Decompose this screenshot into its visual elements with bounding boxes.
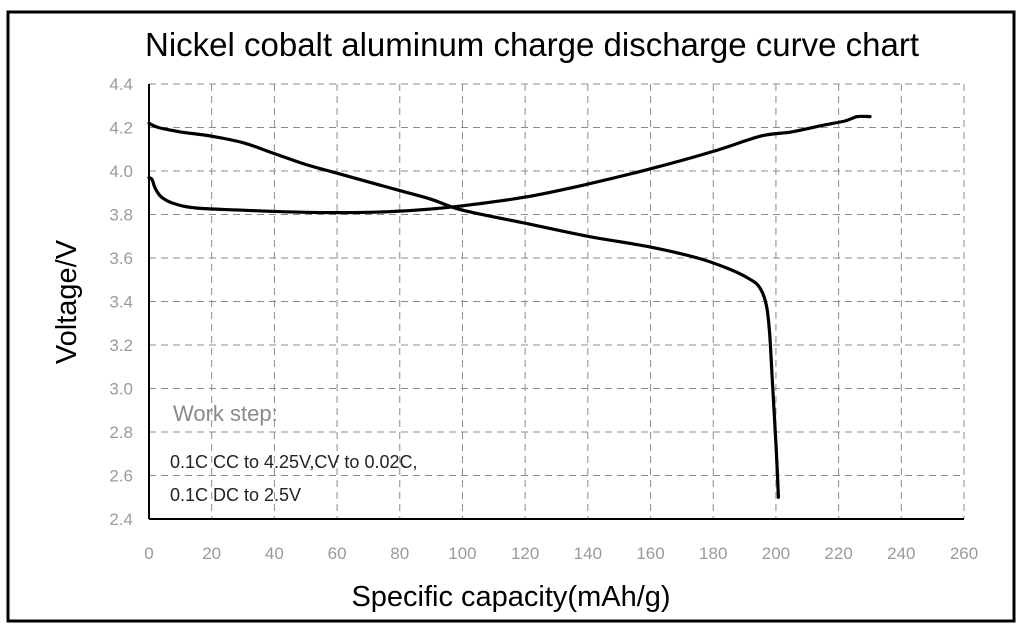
y-tick-label: 3.6 [109, 249, 133, 268]
y-tick-label: 3.8 [109, 206, 133, 225]
y-tick-labels: 2.4 2.6 2.8 3.0 3.2 3.4 3.6 3.8 4.0 4.2 4.4 [109, 75, 133, 529]
x-tick-label: 160 [636, 544, 664, 563]
x-tick-label: 0 [144, 544, 153, 563]
annotation-line-2: 0.1C DC to 2.5V [170, 485, 301, 505]
x-tick-label: 200 [762, 544, 790, 563]
figure-frame [6, 10, 1016, 623]
chart-title: Nickel cobalt aluminum charge discharge … [145, 26, 919, 63]
grid-lines [149, 83, 965, 519]
y-tick-label: 2.6 [109, 467, 133, 486]
y-tick-label: 2.8 [109, 423, 133, 442]
x-tick-label: 20 [202, 544, 221, 563]
x-tick-labels: 0 20 40 60 80 100 120 140 160 180 200 220 240 260 [144, 544, 978, 563]
y-tick-label: 2.4 [109, 510, 133, 529]
annotation-heading: Work step: [173, 401, 278, 426]
x-tick-label: 80 [390, 544, 409, 563]
y-axis-label: Voltage/V [51, 239, 83, 364]
x-tick-label: 120 [511, 544, 539, 563]
x-tick-label: 220 [824, 544, 852, 563]
y-tick-label: 4.0 [109, 162, 133, 181]
x-tick-label: 140 [574, 544, 602, 563]
x-tick-label: 260 [950, 544, 978, 563]
annotation-line-1: 0.1C CC to 4.25V,CV to 0.02C, [170, 452, 417, 472]
x-axis-label: Specific capacity(mAh/g) [351, 581, 670, 613]
x-tick-label: 100 [448, 544, 476, 563]
y-tick-label: 4.2 [109, 119, 133, 138]
x-tick-label: 240 [887, 544, 915, 563]
y-tick-label: 3.2 [109, 336, 133, 355]
x-tick-label: 60 [328, 544, 347, 563]
y-tick-label: 4.4 [109, 75, 133, 94]
x-tick-label: 40 [265, 544, 284, 563]
y-tick-label: 3.0 [109, 380, 133, 399]
series-line-1 [147, 114, 872, 215]
series-line-2 [147, 121, 780, 499]
x-tick-label: 180 [699, 544, 727, 563]
y-tick-label: 3.4 [109, 293, 133, 312]
series-group [147, 114, 872, 499]
